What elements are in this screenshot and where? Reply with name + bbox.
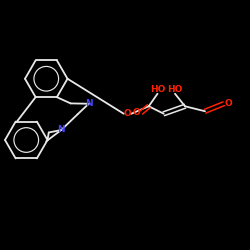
Text: N: N — [85, 99, 92, 108]
Text: HO: HO — [150, 86, 165, 94]
Text: O: O — [224, 99, 232, 108]
Text: O: O — [124, 109, 132, 118]
Text: N: N — [58, 126, 65, 134]
Text: O: O — [133, 108, 140, 117]
Text: HO: HO — [167, 86, 183, 94]
